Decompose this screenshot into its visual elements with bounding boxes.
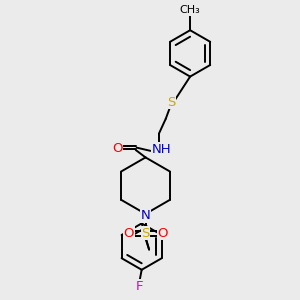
Text: O: O <box>157 227 168 240</box>
Text: CH₃: CH₃ <box>180 5 200 15</box>
Text: F: F <box>136 280 143 292</box>
Text: S: S <box>167 96 176 109</box>
Text: NH: NH <box>152 142 171 156</box>
Text: S: S <box>141 227 150 240</box>
Text: O: O <box>123 227 134 240</box>
Text: N: N <box>141 209 150 222</box>
Text: O: O <box>112 142 123 155</box>
